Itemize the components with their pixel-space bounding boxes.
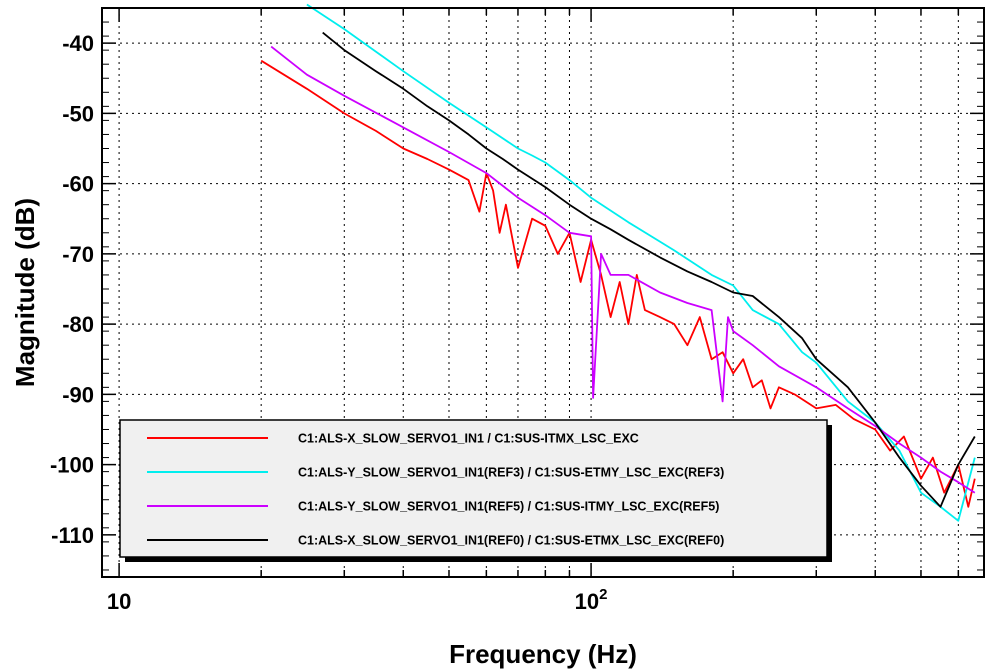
y-tick-label: -70 (62, 242, 94, 267)
legend-label-2: C1:ALS-Y_SLOW_SERVO1_IN1(REF3) / C1:SUS-… (298, 466, 724, 480)
x-tick-label: 102 (575, 586, 608, 614)
y-tick-label: -60 (62, 172, 94, 197)
tick-layer: -40 -50 -60 -70 -80 -90 -100 -110 10 102 (50, 7, 984, 614)
y-axis-label: Magnitude (dB) (10, 198, 40, 387)
series-line-1 (260, 59, 976, 508)
y-tick-label: -40 (62, 31, 94, 56)
y-tick-label: -100 (50, 453, 94, 478)
y-tick-label: -110 (51, 523, 94, 548)
plot-frame (101, 7, 985, 578)
legend-label-1: C1:ALS-X_SLOW_SERVO1_IN1 / C1:SUS-ITMX_L… (298, 432, 639, 446)
y-tick-label: -90 (62, 382, 94, 407)
legend-label-4: C1:ALS-X_SLOW_SERVO1_IN1(REF0) / C1:SUS-… (298, 534, 724, 548)
legend: C1:ALS-X_SLOW_SERVO1_IN1 / C1:SUS-ITMX_L… (119, 419, 832, 562)
legend-label-3: C1:ALS-Y_SLOW_SERVO1_IN1(REF5) / C1:SUS-… (298, 500, 719, 514)
y-tick-label: -80 (62, 312, 94, 337)
x-axis-label: Frequency (Hz) (449, 639, 637, 669)
series-line-4 (322, 31, 976, 508)
x-tick-label: 10 (107, 589, 131, 614)
series-line-2 (306, 3, 976, 522)
series-layer (260, 3, 976, 522)
legend-box (119, 419, 828, 558)
y-tick-label: -50 (62, 101, 94, 126)
